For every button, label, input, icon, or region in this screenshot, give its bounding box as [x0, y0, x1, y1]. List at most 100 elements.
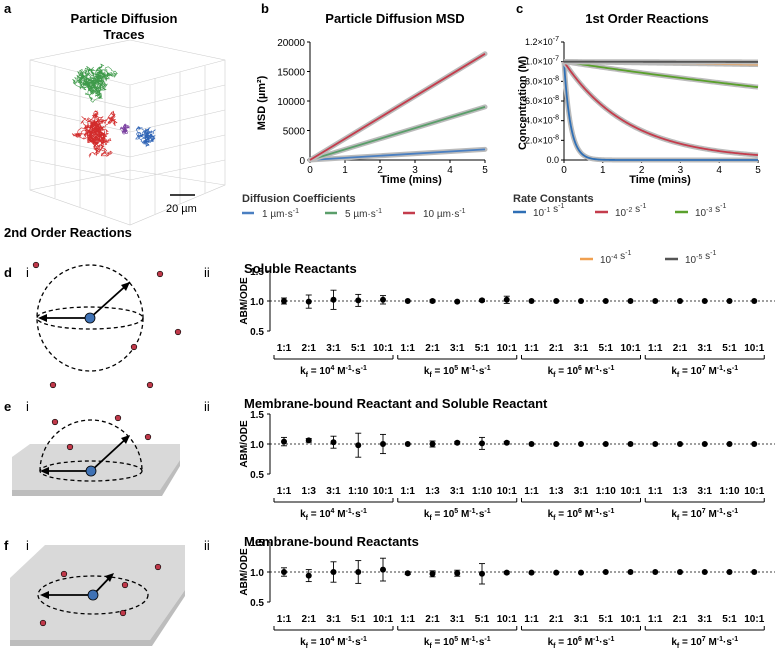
- ratio-tick-label: 3:1: [574, 614, 589, 625]
- ratio-tick-label: 10:1: [373, 614, 393, 625]
- chart-b-ytick: 20000: [277, 38, 305, 49]
- sublabel-f-i: i: [26, 538, 29, 553]
- legend-label: 10 µm·s-1: [423, 208, 466, 220]
- panel-letter-e: e: [4, 399, 11, 414]
- chart-b-xtick: 5: [482, 165, 488, 176]
- ratio-ylabel: ABM/ODE: [239, 277, 250, 325]
- ratio-ytick: 1.5: [250, 267, 264, 278]
- ratio-tick-label: 1:1: [648, 486, 663, 497]
- ratio-tick-label: 1:1: [401, 486, 416, 497]
- sublabel-e-ii: ii: [204, 399, 210, 414]
- ratio-tick-label: 1:10: [596, 486, 616, 497]
- data-point: [528, 298, 535, 304]
- ratio-tick-label: 2:1: [673, 343, 688, 354]
- trace-red: [71, 110, 118, 158]
- chart-b-ytick: 10000: [277, 97, 305, 108]
- chart-c-ytick: 1.0×10-7: [525, 56, 559, 67]
- schematic-membrane-soluble: [12, 414, 180, 496]
- ratio-ytick: 1.0: [250, 440, 264, 451]
- ratio-tick-label: 5:1: [722, 343, 737, 354]
- data-point: [652, 298, 659, 304]
- ratio-tick-label: 1:1: [524, 486, 539, 497]
- legend-label: 10-3 s-1: [695, 203, 726, 219]
- data-point: [479, 297, 485, 304]
- data-point: [553, 441, 560, 447]
- scale-bar-label: 20 µm: [166, 203, 197, 215]
- data-point: [677, 569, 683, 575]
- chart-c-ytick: 1.2×10-7: [525, 36, 559, 47]
- data-point: [751, 569, 758, 575]
- chart-c-title: 1st Order Reactions: [585, 11, 709, 26]
- chart-c-xtick: 1: [600, 165, 606, 176]
- data-point: [454, 439, 461, 446]
- legend-c: 10-1 s-1 10-2 s-1 10-3 s-1 10-4 s-1 10-5 s-1: [513, 203, 726, 266]
- panel-a-title-line2: Traces: [103, 27, 144, 42]
- ratio-tick-label: 2:1: [302, 343, 317, 354]
- particle-traces: [71, 63, 156, 158]
- ratio-tick-label: 5:1: [475, 343, 490, 354]
- chart-b-xlabel: Time (mins): [380, 174, 442, 186]
- ratio-tick-label: 2:1: [425, 614, 440, 625]
- data-point: [305, 572, 312, 579]
- chart-c-ytick: 8.0×10-8: [525, 75, 559, 86]
- ratio-ytick: 0.5: [250, 598, 264, 609]
- ratio-ytick: 1.0: [250, 568, 264, 579]
- ratio-tick-label: 1:3: [673, 486, 688, 497]
- ratio-ytick: 1.5: [250, 410, 264, 421]
- data-point: [751, 298, 758, 304]
- ratio-tick-label: 10:1: [744, 614, 764, 625]
- ratio-ytick: 1.0: [250, 297, 264, 308]
- data-point: [330, 439, 337, 446]
- chart-c-ylabel: Concentration (M): [517, 56, 529, 150]
- data-point: [701, 441, 708, 447]
- chart-b-xtick: 3: [412, 165, 418, 176]
- panel-letter-a: a: [4, 1, 12, 16]
- data-point: [479, 570, 485, 577]
- legend-label: 10-5 s-1: [685, 250, 716, 266]
- chart-b-series: [309, 106, 486, 161]
- data-point: [677, 441, 683, 447]
- data-point: [404, 298, 411, 304]
- ratio-tick-label: 5:1: [599, 343, 614, 354]
- sublabel-f-ii: ii: [204, 538, 210, 553]
- data-point: [429, 570, 436, 577]
- ratio-tick-label: 3:1: [698, 614, 713, 625]
- ratio-tick-label: 3:1: [326, 486, 341, 497]
- ratio-tick-label: 1:1: [401, 614, 416, 625]
- data-point: [404, 570, 411, 577]
- data-point: [701, 298, 708, 304]
- kf-label: kf = 106 M-1·s-1: [548, 636, 615, 650]
- data-point: [503, 569, 510, 576]
- ratio-tick-label: 1:3: [425, 486, 440, 497]
- ratio-tick-label: 10:1: [373, 486, 393, 497]
- kf-label: kf = 105 M-1·s-1: [424, 365, 491, 379]
- ratio-tick-label: 2:1: [425, 343, 440, 354]
- data-point: [355, 297, 362, 304]
- data-point: [479, 440, 485, 447]
- data-point: [627, 298, 634, 304]
- data-point: [652, 569, 659, 575]
- kf-label: kf = 106 M-1·s-1: [548, 508, 615, 522]
- data-point: [627, 441, 634, 447]
- panel-letter-d: d: [4, 265, 12, 280]
- legend-label: 10-1 s-1: [533, 203, 564, 219]
- panel-letter-f: f: [4, 538, 9, 553]
- chart-b-series: [309, 148, 486, 161]
- chart-b-xtick: 1: [342, 165, 348, 176]
- data-point: [627, 569, 634, 575]
- ratio-tick-label: 3:1: [450, 486, 465, 497]
- ratio-tick-label: 1:1: [277, 486, 292, 497]
- data-point: [404, 441, 411, 447]
- ratio-tick-label: 1:10: [472, 486, 492, 497]
- data-point: [281, 298, 287, 304]
- ratio-tick-label: 5:1: [351, 614, 366, 625]
- chart-c-ytick: 2.0×10-8: [525, 134, 559, 145]
- ratio-tick-label: 5:1: [351, 343, 366, 354]
- data-point: [726, 298, 733, 304]
- ratio-tick-label: 1:1: [401, 343, 416, 354]
- data-point: [602, 298, 609, 304]
- data-point: [751, 441, 758, 447]
- trace-green: [72, 63, 118, 103]
